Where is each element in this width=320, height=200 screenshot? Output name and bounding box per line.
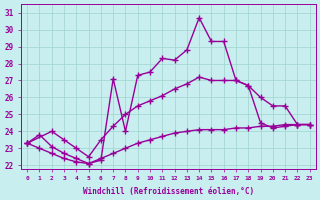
X-axis label: Windchill (Refroidissement éolien,°C): Windchill (Refroidissement éolien,°C) [83, 187, 254, 196]
